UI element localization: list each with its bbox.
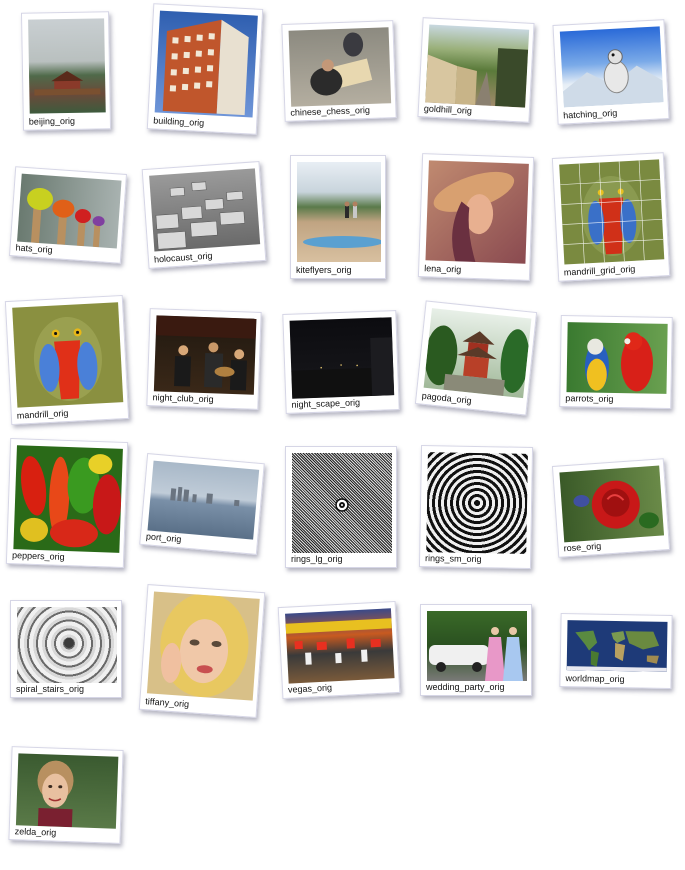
photo-mandrill <box>12 302 124 408</box>
thumbnail-hatching[interactable]: hatching_orig <box>552 19 670 125</box>
thumbnail-label: wedding_party_orig <box>426 682 505 692</box>
thumbnail-mandrill[interactable]: mandrill_orig <box>4 294 130 426</box>
thumbnail-kiteflyers[interactable]: kiteflyers_orig <box>290 155 386 279</box>
thumbnail-label: lena_orig <box>424 263 462 275</box>
thumbnail-beijing[interactable]: beijing_orig <box>20 11 112 131</box>
thumbnail-label: mandrill_orig <box>16 408 69 421</box>
photo-beijing <box>28 18 106 114</box>
photo-zelda <box>15 753 119 829</box>
thumbnail-worldmap[interactable]: worldmap_orig <box>559 613 673 689</box>
thumbnail-tiffany[interactable]: tiffany_orig <box>138 584 266 718</box>
thumbnail-label: building_orig <box>152 115 205 129</box>
photo-hatching <box>559 26 664 108</box>
thumbnail-rings-lg[interactable]: rings_lg_orig <box>285 446 397 568</box>
thumbnail-label: night_club_orig <box>152 392 214 405</box>
thumbnail-rose[interactable]: rose_orig <box>551 458 671 558</box>
photo-peppers <box>13 445 123 553</box>
thumbnail-lena[interactable]: lena_orig <box>417 153 535 281</box>
photo-port <box>147 460 260 540</box>
thumbnail-port[interactable]: port_orig <box>139 453 265 555</box>
thumbnail-wedding-party[interactable]: wedding_party_orig <box>420 604 532 696</box>
thumbnail-holocaust[interactable]: holocaust_orig <box>141 161 267 269</box>
thumbnail-label: hatching_orig <box>562 107 618 121</box>
thumbnail-building[interactable]: building_orig <box>146 3 264 135</box>
thumbnail-label: zelda_orig <box>14 826 57 838</box>
thumbnail-label: beijing_orig <box>28 115 76 127</box>
thumbnail-vegas[interactable]: vegas_orig <box>277 600 401 700</box>
photo-kiteflyers <box>297 162 381 262</box>
photo-rings-sm <box>426 452 528 554</box>
thumbnail-night-club[interactable]: night_club_orig <box>146 308 262 410</box>
thumbnail-label: night_scape_orig <box>291 397 361 410</box>
thumbnail-label: tiffany_orig <box>145 696 190 710</box>
thumbnail-label: worldmap_orig <box>565 673 625 685</box>
photo-night-club <box>153 315 257 395</box>
thumbnail-goldhill[interactable]: goldhill_orig <box>417 17 535 123</box>
thumbnail-label: rose_orig <box>563 540 602 554</box>
thumbnail-label: holocaust_orig <box>153 250 213 265</box>
thumbnail-mandrill-grid[interactable]: mandrill_grid_orig <box>551 152 671 282</box>
photo-pagoda <box>423 308 532 399</box>
thumbnail-label: pagoda_orig <box>421 390 473 406</box>
thumbnail-label: rings_sm_orig <box>425 553 482 565</box>
photo-lena <box>425 160 529 264</box>
photo-building <box>154 10 258 118</box>
photo-wedding-party <box>427 611 527 681</box>
thumbnail-peppers[interactable]: peppers_orig <box>5 437 129 569</box>
photo-rings-lg <box>292 453 392 553</box>
thumbnail-rings-sm[interactable]: rings_sm_orig <box>418 445 534 569</box>
photo-hats <box>17 173 122 249</box>
thumbnail-label: goldhill_orig <box>423 103 473 116</box>
thumbnail-label: parrots_orig <box>565 393 614 404</box>
thumbnail-pagoda[interactable]: pagoda_orig <box>414 300 538 416</box>
photo-rose <box>559 465 665 543</box>
photo-holocaust <box>149 168 261 252</box>
thumbnail-label: kiteflyers_orig <box>296 265 352 275</box>
photo-goldhill <box>425 24 530 108</box>
thumbnail-chinese-chess[interactable]: chinese_chess_orig <box>281 20 397 122</box>
thumbnail-parrots[interactable]: parrots_orig <box>559 315 673 409</box>
thumbnail-zelda[interactable]: zelda_orig <box>8 746 124 844</box>
thumbnail-night-scape[interactable]: night_scape_orig <box>282 310 400 414</box>
thumbnail-label: rings_lg_orig <box>291 554 343 564</box>
thumbnail-label: spiral_stairs_orig <box>16 684 85 694</box>
photo-chinese-chess <box>288 27 392 107</box>
thumbnail-label: peppers_orig <box>11 550 65 562</box>
photo-parrots <box>566 322 668 394</box>
photo-worldmap <box>566 620 668 672</box>
photo-vegas <box>285 608 395 684</box>
thumbnail-label: port_orig <box>145 531 182 545</box>
thumbnail-hats[interactable]: hats_orig <box>8 166 128 264</box>
thumbnail-spiral-stairs[interactable]: spiral_stairs_orig <box>10 600 122 698</box>
thumbnail-label: mandrill_grid_orig <box>563 263 636 278</box>
photo-tiffany <box>146 591 260 701</box>
photo-spiral-stairs <box>17 607 117 683</box>
photo-night-scape <box>289 317 395 399</box>
thumbnail-label: hats_orig <box>15 242 53 255</box>
thumbnail-label: chinese_chess_orig <box>290 104 371 118</box>
photo-mandrill-grid <box>559 159 665 265</box>
thumbnail-label: vegas_orig <box>287 682 333 695</box>
